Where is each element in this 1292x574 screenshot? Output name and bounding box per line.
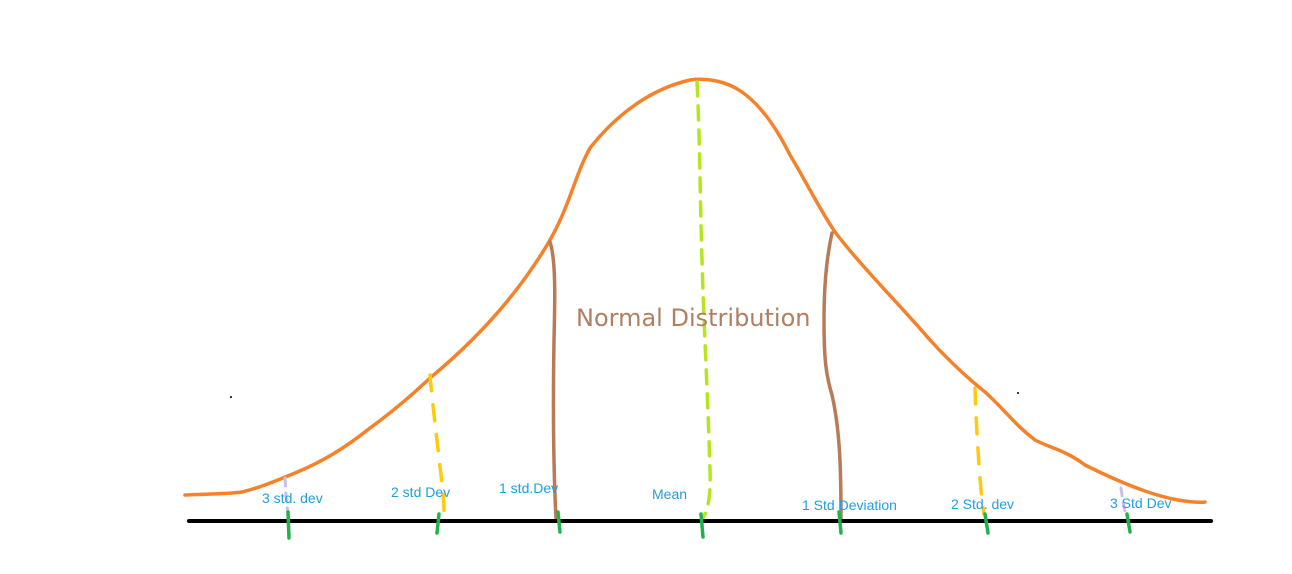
tick-pos1 [837,510,843,535]
tick-marks [286,510,1132,540]
label-mean: Mean [652,486,687,502]
label-neg-one-std: 1 std.Dev [499,480,558,496]
pos-two-std-line [973,386,986,516]
tick-mean [699,512,705,539]
mean-line [695,80,712,520]
neg-one-std-line [548,240,558,520]
pos-three-std-line [1119,486,1128,518]
pos-one-std-line [822,231,843,520]
label-pos-three-std: 3 Std Dev [1110,495,1171,511]
tick-pos3 [1125,512,1132,534]
label-pos-one-std: 1 Std Deviation [802,497,897,513]
stray-dot [230,396,232,398]
tick-neg2 [435,512,441,535]
label-neg-three-std: 3 std. dev [262,490,323,506]
stray-dot [1017,392,1019,394]
diagram-title: Normal Distribution [576,304,810,332]
neg-three-std-line [283,476,290,516]
label-neg-two-std: 2 std Dev [391,484,450,500]
tick-neg3 [286,510,291,540]
neg-two-std-line [428,373,446,514]
label-pos-two-std: 2 Std. dev [951,496,1014,512]
bell-curve [183,77,1207,505]
tick-neg1 [556,510,562,534]
tick-pos2 [983,512,990,535]
